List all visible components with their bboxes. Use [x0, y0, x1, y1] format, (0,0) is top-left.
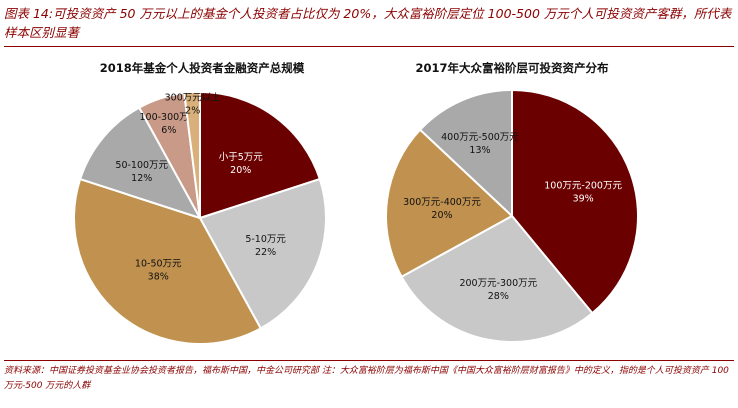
chart-1-slice-4: [78, 106, 203, 220]
chart-2-data-label-1: 100万元-200万元 39%: [544, 180, 622, 204]
chart-2-slice-1: [511, 88, 639, 315]
pie-chart-fund-investors: 小于5万元 20% 5-10万元 22% 10-50万元 38% 50-100万元 12% 10…: [73, 90, 327, 345]
chart-2-data-label-4: 400万元-500万元 13%: [441, 132, 519, 156]
chart-2-data-label-2: 200万元-300万元 28%: [459, 278, 537, 302]
chart-1-data-label-4: 50-100万元 12%: [115, 160, 168, 184]
chart-1-data-label-3: 10-50万元 38%: [135, 258, 182, 282]
chart-2-data-label-3: 300万元-400万元 20%: [403, 197, 481, 221]
figure-title: 图表 14:可投资资产 50 万元以上的基金个人投资者占比仅为 20%，大众富裕…: [4, 6, 732, 40]
chart-1-data-label-6: 300万元以上 2%: [165, 92, 222, 116]
pie-chart-mass-affluent: 100万元-200万元 39% 200万元-300万元 28% 300万元-400万元 2…: [385, 88, 639, 343]
chart-2-slice-3: [385, 128, 514, 279]
chart-1-title: 2018年基金个人投资者金融资产总规模: [99, 61, 305, 75]
title-rule: [4, 46, 734, 47]
chart-1-slice-1: [199, 90, 322, 220]
chart-1-data-label-5: 100-300万元 6%: [139, 112, 198, 136]
figure-footnote: 资料来源：中国证券投资基金业协会投资者报告，福布斯中国，中金公司研究部 注：大众…: [4, 366, 729, 391]
chart-1-slice-3: [73, 177, 263, 345]
chart-2-slice-2: [400, 214, 594, 343]
footnote-rule: [4, 360, 734, 361]
chart-1-slice-6: [183, 90, 201, 219]
chart-1-data-label-2: 5-10万元 22%: [245, 234, 286, 258]
chart-2-slice-4: [418, 88, 513, 219]
chart-2-title: 2017年大众富裕阶层可投资资产分布: [415, 61, 609, 75]
chart-1-data-label-1: 小于5万元 20%: [219, 152, 264, 176]
chart-1-slice-2: [198, 177, 327, 330]
